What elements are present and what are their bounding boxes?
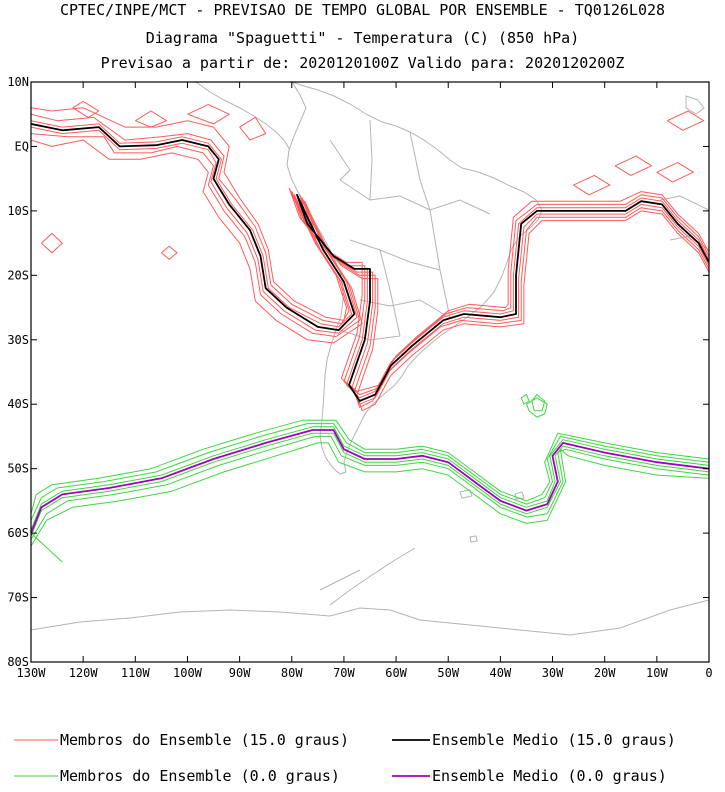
series-line (614, 155, 653, 176)
series-line (667, 110, 705, 131)
series-line (72, 100, 100, 118)
series-line (573, 174, 611, 196)
y-tick-label: 10S (7, 204, 29, 218)
x-tick-label: 110W (121, 666, 151, 680)
series-line (187, 104, 230, 125)
series-line (161, 245, 178, 260)
series-line (135, 110, 168, 128)
x-tick-label: 80W (281, 666, 303, 680)
y-tick-label: 10N (7, 75, 29, 89)
y-tick-label: 30S (7, 333, 29, 347)
x-tick-label: 130W (17, 666, 47, 680)
series-line (520, 394, 530, 405)
south-america-outline (286, 82, 543, 475)
legend-label: Ensemble Medio (0.0 graus) (432, 767, 667, 785)
ensemble-mean-0 (31, 429, 709, 534)
series-line (526, 397, 548, 418)
country-borders (329, 119, 491, 341)
series-line (656, 162, 694, 183)
legend-label: Membros do Ensemble (0.0 graus) (60, 767, 340, 785)
central-america-outline (195, 82, 291, 151)
y-tick-label: 60S (7, 526, 29, 540)
ensemble-members-15 (31, 100, 709, 412)
y-tick-label: 70S (7, 591, 29, 605)
continent-outlines (31, 82, 709, 636)
series-line (31, 432, 709, 537)
series-line (31, 133, 709, 408)
series-line (239, 116, 267, 141)
x-tick-label: 70W (333, 666, 355, 680)
y-tick-label: 50S (7, 462, 29, 476)
legend-label: Membros do Ensemble (15.0 graus) (60, 731, 349, 749)
x-tick-label: 30W (542, 666, 564, 680)
series-line (31, 126, 709, 405)
series-line (31, 113, 709, 396)
legend-label: Ensemble Medio (15.0 graus) (432, 731, 676, 749)
legend: Membros do Ensemble (15.0 graus) Ensemble… (14, 731, 676, 785)
series-line (31, 442, 709, 547)
series-line (31, 107, 709, 392)
series-line (31, 423, 709, 521)
x-tick-label: 20W (594, 666, 616, 680)
series-line (31, 139, 709, 412)
plot-frame (30, 81, 710, 663)
ensemble-mean-15 (31, 123, 709, 402)
y-tick-label: EQ (15, 139, 29, 153)
series-line (31, 419, 709, 514)
ensemble-members-0 (31, 394, 709, 563)
y-tick-label: 40S (7, 397, 29, 411)
chart-subtitle-validity: Previsao a partir de: 2020120100Z Valido… (100, 54, 625, 72)
x-tick-label: 100W (173, 666, 203, 680)
series-line (531, 394, 546, 412)
series-line (31, 426, 709, 531)
x-tick-label: 0 (705, 666, 712, 680)
series-line (41, 232, 63, 254)
chart-subtitle: Diagrama "Spaguetti" - Temperatura (C) (… (145, 29, 580, 47)
x-tick-label: 60W (385, 666, 407, 680)
x-tick-label: 90W (229, 666, 251, 680)
y-tick-label: 80S (7, 655, 29, 669)
series-line (31, 532, 63, 563)
x-tick-label: 50W (437, 666, 459, 680)
islands-outline (459, 95, 709, 543)
x-tick-label: 40W (490, 666, 512, 680)
series-line (31, 123, 709, 402)
x-tick-label: 10W (646, 666, 668, 680)
y-tick-label: 20S (7, 268, 29, 282)
antarctica-outline (31, 599, 709, 636)
series-line (31, 429, 709, 534)
chart-title: CPTEC/INPE/MCT - PREVISAO DE TEMPO GLOBA… (59, 1, 666, 19)
antarctic-peninsula-outline (319, 547, 416, 606)
x-tick-label: 120W (69, 666, 99, 680)
series-line (31, 435, 709, 540)
